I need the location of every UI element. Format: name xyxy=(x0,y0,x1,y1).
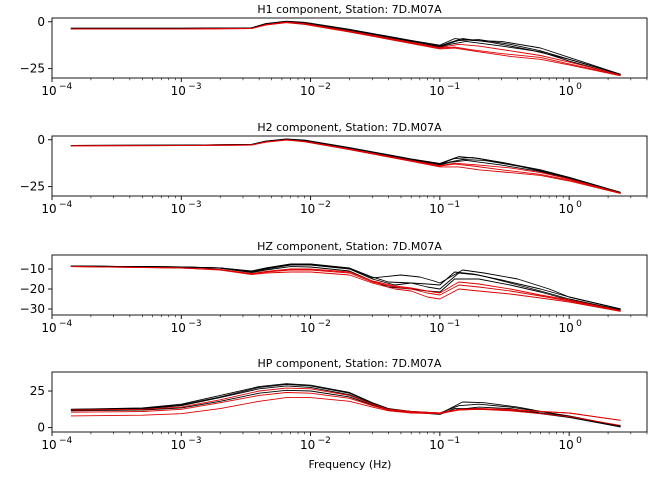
series-line-red-7 xyxy=(70,21,621,76)
series-line-red-7 xyxy=(70,387,621,426)
x-tick-label: 10 xyxy=(171,84,186,98)
x-tick-label: 10 xyxy=(300,321,315,335)
x-tick-label: 10 xyxy=(559,84,574,98)
x-tick-exponent: −1 xyxy=(447,82,460,92)
panel-title: H2 component, Station: 7D.M07A xyxy=(257,121,442,134)
x-tick-label: 10 xyxy=(41,84,56,98)
series-group xyxy=(70,383,621,428)
series-group xyxy=(70,263,621,312)
series-line-red-7 xyxy=(70,266,621,312)
x-tick-exponent: −1 xyxy=(447,319,460,329)
x-tick-exponent: −3 xyxy=(188,436,201,446)
series-line-black-4 xyxy=(70,138,621,194)
x-tick-label: 10 xyxy=(300,202,315,216)
x-tick-label: 10 xyxy=(41,438,56,452)
series-line-red-5 xyxy=(70,392,621,421)
y-tick-label: −25 xyxy=(20,180,45,194)
x-axis-label: Frequency (Hz) xyxy=(309,458,392,471)
x-tick-exponent: −4 xyxy=(59,82,73,92)
x-tick-label: 10 xyxy=(300,84,315,98)
x-tick-exponent: −3 xyxy=(188,319,201,329)
y-tick-label: −20 xyxy=(20,282,45,296)
x-tick-exponent: −1 xyxy=(447,436,460,446)
panel-title: HP component, Station: 7D.M07A xyxy=(258,357,442,370)
x-tick-label: 10 xyxy=(429,202,444,216)
x-tick-exponent: −4 xyxy=(59,436,73,446)
y-tick-label: −30 xyxy=(20,302,45,316)
x-tick-exponent: −1 xyxy=(447,200,460,210)
x-tick-label: 10 xyxy=(429,321,444,335)
x-tick-label: 10 xyxy=(171,438,186,452)
y-tick-label: 0 xyxy=(37,15,45,29)
series-line-red-7 xyxy=(70,139,621,194)
x-tick-label: 10 xyxy=(300,438,315,452)
series-group xyxy=(70,138,621,195)
series-line-red-6 xyxy=(70,397,621,421)
x-tick-exponent: 0 xyxy=(576,200,582,210)
x-tick-label: 10 xyxy=(41,321,56,335)
y-tick-label: 0 xyxy=(37,133,45,147)
x-tick-label: 10 xyxy=(559,202,574,216)
x-tick-exponent: −4 xyxy=(59,319,73,329)
x-tick-exponent: −2 xyxy=(318,200,331,210)
x-tick-label: 10 xyxy=(41,202,56,216)
x-tick-exponent: −3 xyxy=(188,200,201,210)
x-tick-label: 10 xyxy=(429,438,444,452)
y-tick-label: 25 xyxy=(30,384,45,398)
series-line-red-6 xyxy=(70,266,621,312)
x-tick-exponent: 0 xyxy=(576,319,582,329)
series-group xyxy=(70,20,621,77)
series-line-black-4 xyxy=(70,20,621,75)
y-tick-label: −10 xyxy=(20,262,45,276)
y-tick-label: 0 xyxy=(37,421,45,435)
panel-title: HZ component, Station: 7D.M07A xyxy=(257,240,442,253)
x-tick-exponent: −3 xyxy=(188,82,201,92)
x-tick-exponent: −4 xyxy=(59,200,73,210)
x-tick-exponent: 0 xyxy=(576,436,582,446)
panel-title: H1 component, Station: 7D.M07A xyxy=(257,3,442,16)
series-line-black-1 xyxy=(70,383,621,427)
x-tick-exponent: −2 xyxy=(318,436,331,446)
panel-3: HZ component, Station: 7D.M07A−10−20−301… xyxy=(20,240,648,335)
x-tick-exponent: −2 xyxy=(318,319,331,329)
x-tick-label: 10 xyxy=(171,321,186,335)
x-tick-exponent: 0 xyxy=(576,82,582,92)
x-tick-label: 10 xyxy=(171,202,186,216)
x-tick-label: 10 xyxy=(559,321,574,335)
x-tick-label: 10 xyxy=(559,438,574,452)
x-tick-label: 10 xyxy=(429,84,444,98)
x-tick-exponent: −2 xyxy=(318,82,331,92)
series-line-black-4 xyxy=(70,264,621,310)
y-tick-label: −25 xyxy=(20,62,45,76)
series-line-black-2 xyxy=(70,264,621,311)
